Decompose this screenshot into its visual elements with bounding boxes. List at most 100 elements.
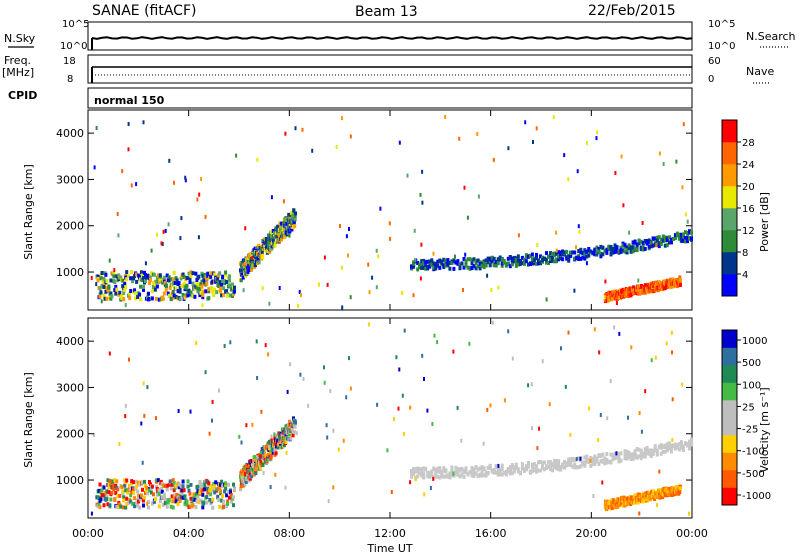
echo-cell — [557, 462, 561, 467]
echo-cell — [454, 465, 458, 470]
x-tick-label: 16:00 — [475, 527, 507, 540]
echo-cell — [468, 257, 472, 262]
echo-cell — [129, 486, 133, 491]
echo-cell — [420, 467, 424, 472]
echo-cell — [272, 235, 276, 240]
beam-title: Beam 13 — [355, 4, 418, 20]
echo-cell — [644, 283, 648, 288]
echo-cell — [171, 499, 175, 504]
colorbar-swatch — [722, 164, 737, 187]
echo-cell — [677, 232, 681, 237]
echo-cell — [114, 291, 118, 296]
colorbar-swatch — [722, 120, 737, 143]
echo-cell — [292, 219, 296, 224]
noise-cell — [341, 305, 344, 310]
echo-cell — [263, 451, 267, 456]
echo-cell — [518, 471, 522, 475]
echo-cell — [195, 285, 199, 290]
noise-cell — [397, 406, 400, 411]
colorbar-swatch — [722, 274, 737, 297]
colorbar-swatch — [722, 186, 737, 209]
echo-cell — [647, 451, 651, 456]
echo-cell — [242, 471, 246, 476]
cpid-strip: CPID normal 150 — [8, 87, 693, 109]
echo-cell — [504, 469, 508, 474]
echo-cell — [241, 476, 245, 481]
echo-cell — [605, 452, 609, 456]
echo-cell — [555, 461, 559, 466]
echo-cell — [162, 275, 166, 280]
echo-cell — [247, 263, 251, 268]
echo-cell — [173, 493, 177, 498]
echo-cell — [410, 469, 414, 473]
echo-cell — [200, 279, 204, 284]
echo-cell — [220, 293, 224, 298]
echo-cell — [541, 462, 544, 467]
noise-cell — [423, 377, 425, 381]
echo-cell — [127, 274, 131, 279]
echo-cell — [635, 455, 639, 460]
echo-cell — [545, 257, 548, 262]
echo-cell — [565, 463, 569, 468]
echo-cell — [197, 282, 201, 287]
echo-cell — [158, 499, 162, 504]
echo-cell — [683, 230, 687, 235]
echo-cell — [140, 493, 143, 498]
noise-cell — [284, 131, 287, 136]
echo-cell — [283, 436, 287, 441]
noise-cell — [402, 432, 405, 436]
echo-cell — [105, 296, 109, 301]
echo-cell — [208, 498, 212, 502]
echo-cell — [448, 475, 452, 480]
echo-cell — [135, 479, 139, 484]
colorbar-tick: 28 — [742, 138, 755, 149]
echo-cell — [609, 245, 613, 249]
echo-cell — [263, 244, 267, 248]
echo-cell — [581, 251, 585, 256]
echo-cell — [249, 459, 253, 463]
echo-cell — [500, 261, 504, 266]
echo-cell — [438, 259, 442, 264]
echo-cell — [478, 261, 482, 266]
echo-cell — [474, 261, 478, 266]
echo-cell — [641, 451, 645, 456]
noise-cell — [433, 333, 436, 338]
noise-cell — [403, 328, 406, 333]
echo-cell — [271, 238, 275, 243]
date-title: 22/Feb/2015 — [588, 3, 676, 19]
echo-cell — [514, 258, 518, 262]
noise-cell — [177, 409, 180, 413]
noise-cell — [326, 435, 329, 440]
echo-cell — [195, 281, 199, 286]
echo-cell — [438, 469, 442, 474]
nave-tick-top: 60 — [708, 56, 721, 67]
echo-cell — [617, 249, 621, 254]
echo-cell — [532, 462, 536, 467]
echo-cell — [512, 465, 516, 470]
echo-cell — [115, 274, 119, 279]
noise-cell — [288, 233, 291, 238]
echo-cell — [641, 247, 645, 252]
echo-cell — [651, 489, 655, 494]
echo-cell — [256, 256, 260, 261]
echo-cell — [134, 296, 138, 301]
noise-cell — [452, 349, 455, 354]
echo-cell — [516, 258, 520, 263]
echo-cell — [688, 443, 691, 448]
y-tick-label: 1000 — [56, 474, 84, 487]
echo-cell — [142, 284, 145, 289]
echo-cell — [127, 488, 131, 493]
freq-label: Freq. — [4, 54, 31, 67]
echo-cell — [274, 448, 278, 453]
echo-cell — [458, 262, 462, 267]
echo-cell — [609, 452, 613, 457]
echo-cell — [206, 486, 210, 491]
noise-cell — [589, 458, 592, 463]
echo-cell — [265, 242, 269, 247]
noise-cell — [578, 229, 581, 234]
echo-cell — [553, 460, 557, 465]
echo-cell — [115, 479, 119, 484]
echo-cell — [142, 287, 145, 292]
noise-cell — [627, 415, 629, 420]
echo-cell — [195, 491, 199, 496]
